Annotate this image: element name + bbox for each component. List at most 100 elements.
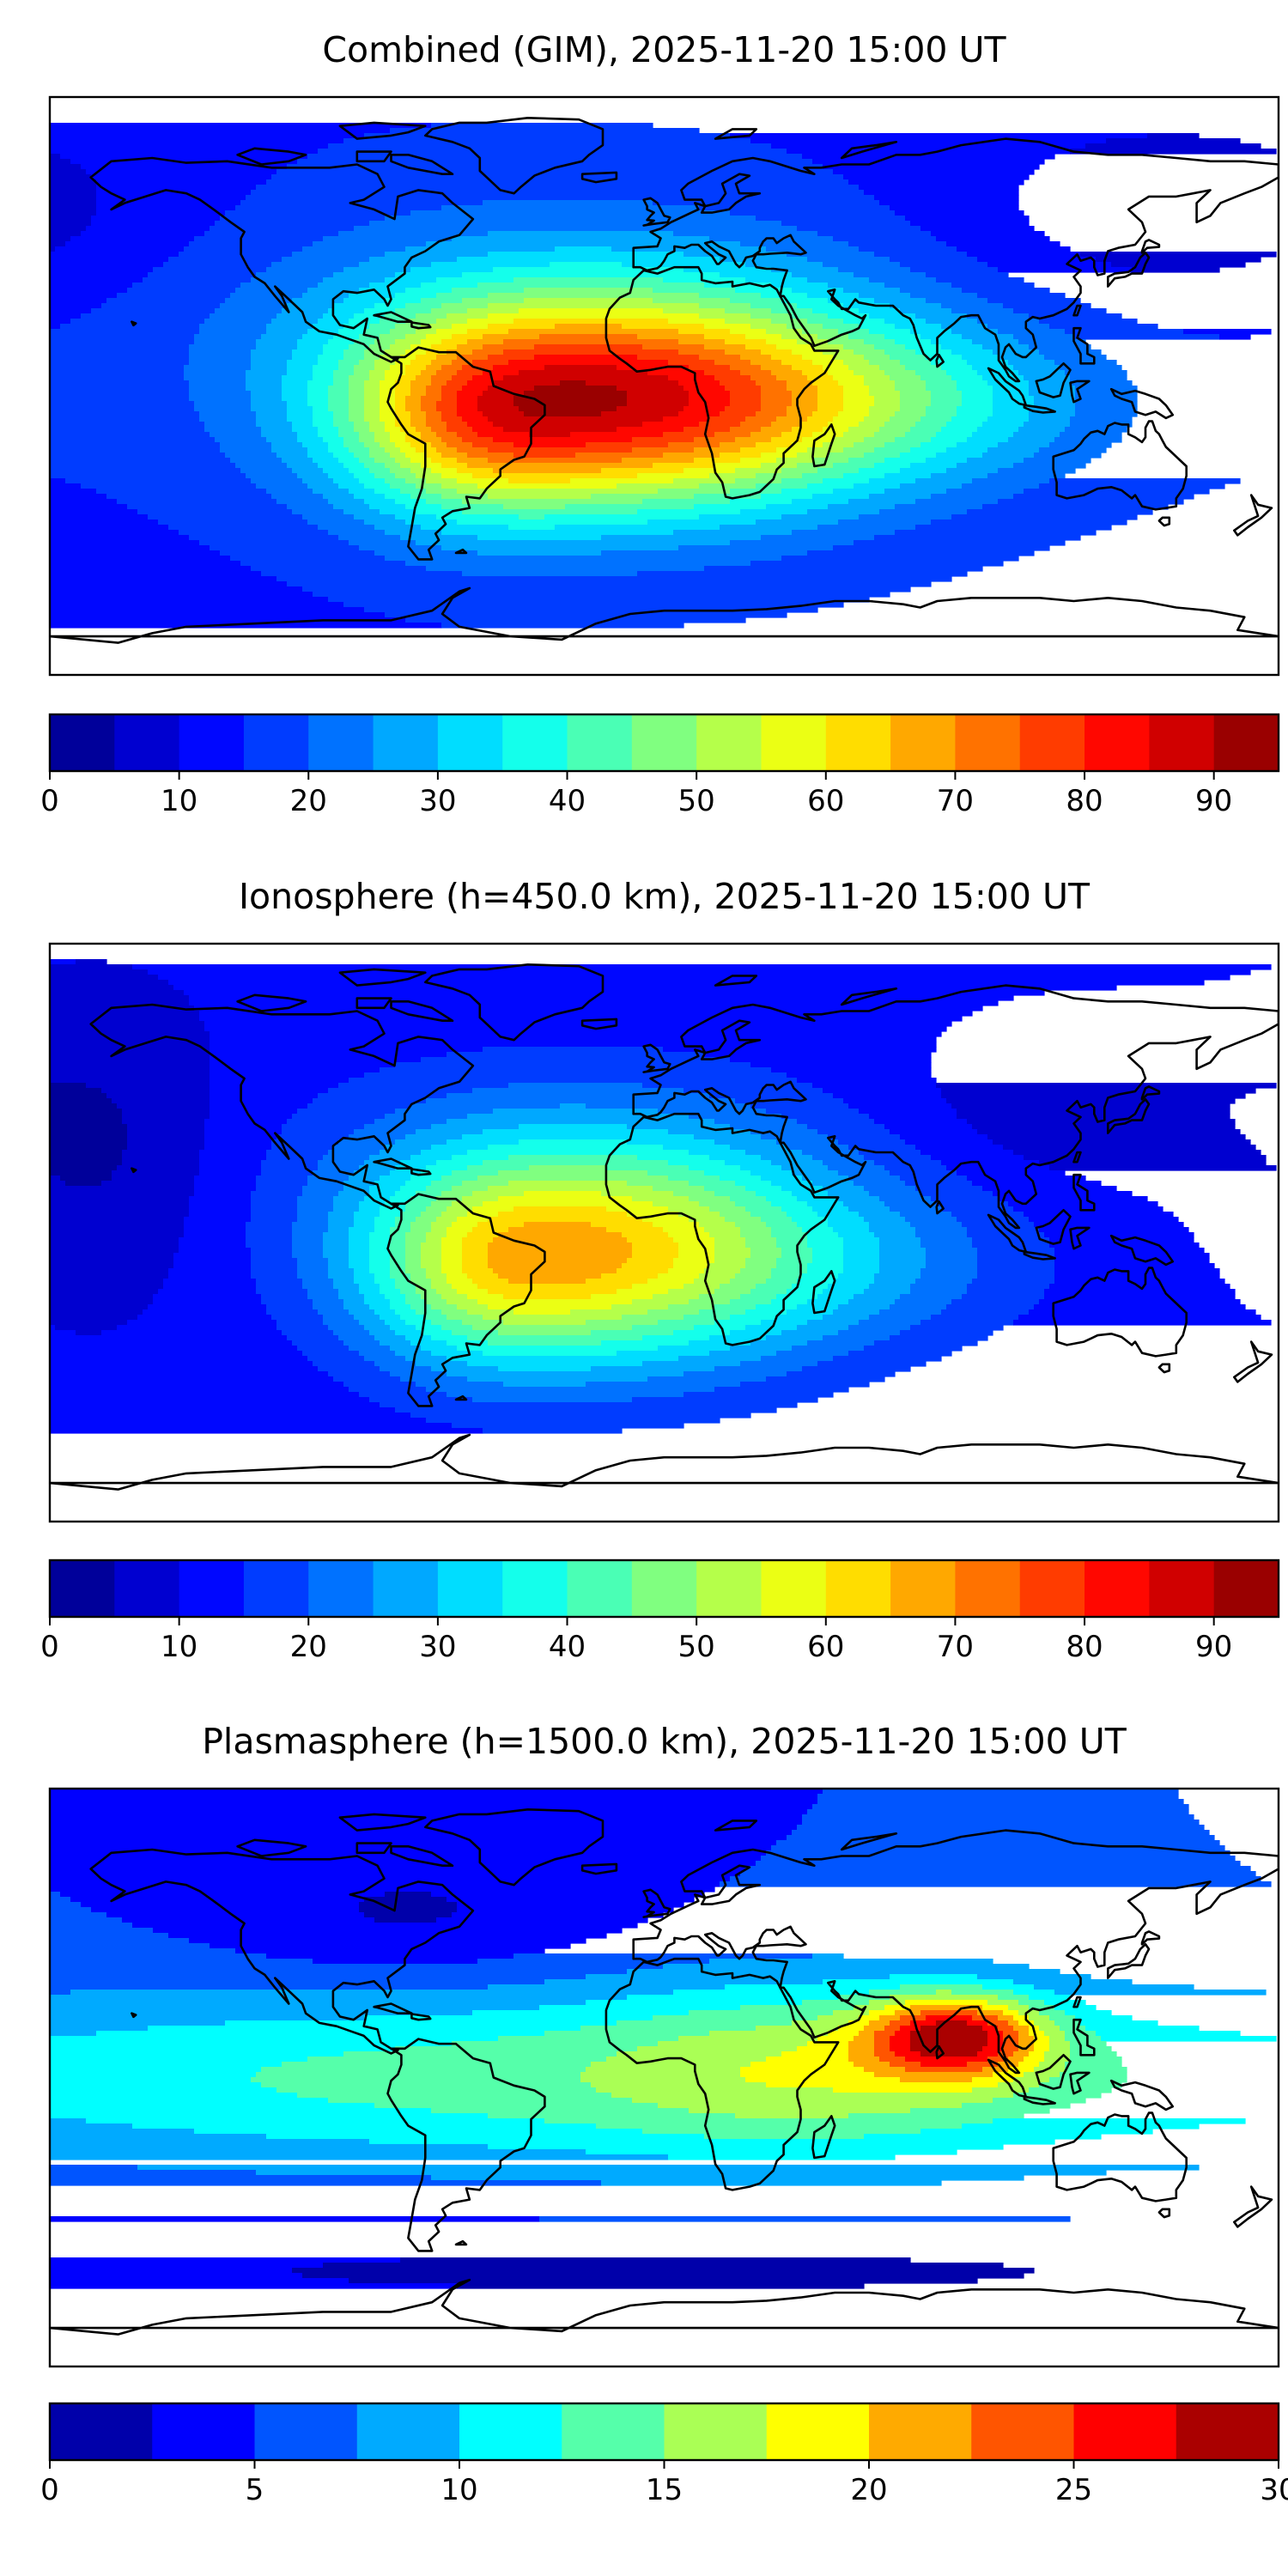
contour-cell [843,401,875,407]
contour-cell [488,2144,1004,2150]
contour-cell [920,1150,1014,1156]
contour-cell [385,478,406,484]
contour-cell [843,1263,880,1269]
contour-cell [292,2268,1035,2274]
contour-cell [854,1181,906,1187]
contour-cell [915,499,999,505]
contour-cell [977,1248,1055,1254]
contour-cell [81,164,288,170]
contour-cell [261,571,463,577]
contour-cell [349,1242,370,1249]
contour-cell [271,447,308,453]
contour-cell [457,355,489,361]
contour-cell [184,365,252,371]
contour-cell [998,1995,1030,2001]
contour-cell [689,1217,726,1223]
contour-cell [787,380,813,386]
contour-cell [503,1294,592,1300]
contour-cell [699,1222,736,1228]
contour-cell [678,1356,762,1362]
coastline [373,2002,413,2014]
contour-cell [251,1196,298,1202]
contour-cell [673,1191,715,1197]
contour-cell [982,453,1035,459]
contour-cell [1008,360,1055,366]
contour-cell [879,1253,927,1259]
panel-title: Plasmasphere (h=1500.0 km), 2025-11-20 1… [202,1721,1127,1762]
contour-cell [452,1330,499,1336]
contour-cell [364,442,380,448]
contour-cell [282,308,329,314]
contour-cell [302,1284,334,1290]
contour-cell [725,339,767,345]
contour-cell [895,210,1024,216]
contour-cell [843,344,875,350]
contour-cell [900,391,932,397]
contour-cell [1029,2031,1045,2037]
contour-cell [658,489,731,495]
contour-cell [457,1289,489,1295]
contour-cell [50,990,185,996]
contour-cell [580,2026,756,2032]
contour-cell [977,2010,1004,2016]
contour-cell [81,231,205,237]
contour-cell [349,1253,370,1259]
contour-cell [575,453,664,459]
contour-cell [879,427,911,433]
contour-cell [405,1320,432,1326]
contour-cell [488,1253,633,1259]
contour-cell [920,334,963,340]
contour-cell [663,1047,937,1053]
contour-cell [756,483,808,489]
contour-cell [1075,386,1138,392]
contour-cell [1008,1201,1158,1207]
contour-cell [199,416,257,422]
contour-cell [998,2082,1040,2088]
contour-cell [699,1201,736,1207]
coastline [390,154,454,175]
contour-cell [828,1191,870,1197]
contour-cell [318,525,375,531]
contour-cell [230,293,303,299]
contour-cell [678,1253,715,1259]
contour-cell [50,1964,664,1970]
contour-cell [168,1268,252,1274]
contour-cell [544,1979,823,1985]
contour-cell [740,2072,875,2078]
contour-cell [395,308,432,314]
contour-cell [544,2118,993,2124]
contour-cell [787,386,818,392]
contour-cell [771,143,1086,149]
contour-cell [972,1237,1050,1243]
contour-cell [1003,303,1091,309]
contour-cell [776,344,813,350]
contour-cell [410,416,427,422]
contour-cell [189,241,313,247]
contour-cell [179,252,293,258]
contour-cell [364,386,380,392]
contour-cell [452,1912,664,1918]
contour-cell [678,349,726,355]
contour-cell [50,2257,401,2263]
contour-cell [467,1212,499,1218]
colorbar-segment [761,1560,827,1617]
contour-cell [462,416,489,422]
contour-cell [900,360,932,366]
contour-cell [50,2268,293,2274]
contour-cell [859,293,911,299]
contour-cell [447,1227,473,1233]
contour-cell [426,1098,736,1104]
contour-cell [50,1413,411,1419]
contour-cell [843,1098,947,1104]
contour-cell [369,422,386,428]
contour-cell [400,375,416,381]
colorbar-segment [254,2403,358,2460]
colorbar-segment [955,1560,1021,1617]
contour-cell [194,339,257,345]
contour-cell [1003,1145,1256,1151]
contour-cell [900,1330,993,1336]
contour-cell [328,1150,380,1156]
contour-cell [50,483,82,489]
contour-cell [50,365,185,371]
contour-cell [426,1237,442,1243]
